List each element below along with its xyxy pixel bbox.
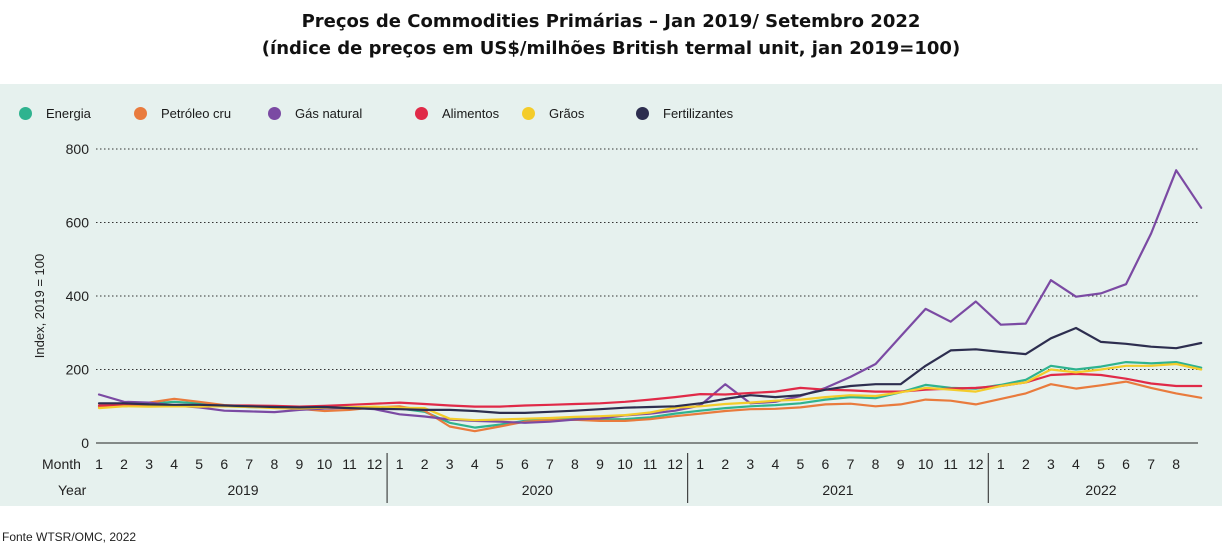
y-tick-label: 400	[66, 288, 90, 304]
month-tick-label: 3	[746, 456, 754, 472]
month-tick-label: 11	[943, 456, 958, 472]
y-tick-label: 600	[66, 215, 90, 231]
y-tick-label: 800	[66, 141, 90, 157]
month-tick-label: 4	[771, 456, 779, 472]
month-tick-label: 9	[296, 456, 304, 472]
year-label: 2021	[822, 482, 853, 498]
month-tick-label: 7	[1147, 456, 1155, 472]
month-tick-label: 5	[797, 456, 805, 472]
month-tick-label: 7	[546, 456, 554, 472]
month-tick-label: 4	[1072, 456, 1080, 472]
month-tick-label: 6	[1122, 456, 1130, 472]
series-line-energia	[97, 361, 1203, 429]
month-tick-label: 1	[95, 456, 103, 472]
month-tick-label: 1	[396, 456, 404, 472]
month-tick-label: 5	[1097, 456, 1105, 472]
legend-label: Gás natural	[295, 106, 363, 121]
month-tick-label: 7	[245, 456, 253, 472]
month-tick-label: 12	[667, 456, 683, 472]
legend-swatch	[268, 107, 281, 120]
legend-item: Alimentos	[415, 106, 499, 121]
legend-item: Energia	[19, 106, 91, 121]
month-tick-label: 5	[496, 456, 504, 472]
month-tick-label: 8	[872, 456, 880, 472]
legend-label: Grãos	[549, 106, 585, 121]
month-tick-label: 8	[270, 456, 278, 472]
month-tick-label: 2	[120, 456, 128, 472]
legend-label: Petróleo cru	[161, 106, 232, 121]
month-tick-label: 9	[596, 456, 604, 472]
month-tick-label: 2	[1022, 456, 1030, 472]
y-axis-label: Index, 2019 = 100	[32, 254, 47, 358]
month-tick-label: 6	[822, 456, 830, 472]
month-tick-label: 5	[195, 456, 203, 472]
legend-item: Grãos	[522, 106, 584, 121]
month-tick-label: 8	[1172, 456, 1180, 472]
chart-title: Preços de Commodities Primárias – Jan 20…	[0, 8, 1222, 62]
month-tick-label: 8	[571, 456, 579, 472]
month-tick-label: 11	[342, 456, 357, 472]
legend-item: Gás natural	[268, 106, 362, 121]
month-tick-label: 4	[471, 456, 479, 472]
month-tick-label: 7	[847, 456, 855, 472]
chart-legend: Energia Petróleo cru Gás natural Alimentos G…	[0, 106, 1222, 126]
legend-swatch	[522, 107, 535, 120]
series-line-fertilizantes	[97, 326, 1203, 414]
month-tick-label: 2	[721, 456, 729, 472]
year-label: 2020	[522, 482, 553, 498]
chart-panel	[0, 84, 1222, 506]
month-tick-label: 3	[145, 456, 153, 472]
source-note: Fonte WTSR/OMC, 2022	[2, 530, 137, 544]
month-tick-label: 3	[446, 456, 454, 472]
year-label: 2019	[227, 482, 258, 498]
legend-swatch	[415, 107, 428, 120]
month-tick-label: 1	[696, 456, 704, 472]
month-tick-label: 10	[617, 456, 633, 472]
month-tick-label: 11	[643, 456, 658, 472]
legend-swatch	[636, 107, 649, 120]
month-tick-label: 3	[1047, 456, 1055, 472]
month-tick-label: 6	[521, 456, 529, 472]
legend-item: Fertilizantes	[636, 106, 733, 121]
legend-item: Petróleo cru	[134, 106, 231, 121]
y-tick-label: 0	[81, 435, 89, 451]
year-label: 2022	[1085, 482, 1116, 498]
month-tick-label: 4	[170, 456, 178, 472]
month-tick-label: 10	[918, 456, 934, 472]
month-tick-label: 10	[317, 456, 333, 472]
legend-swatch	[134, 107, 147, 120]
legend-label: Energia	[46, 106, 91, 121]
year-axis-label: Year	[58, 482, 87, 498]
month-tick-label: 12	[367, 456, 383, 472]
month-axis-label: Month	[42, 456, 81, 472]
month-tick-label: 6	[220, 456, 228, 472]
legend-label: Fertilizantes	[663, 106, 734, 121]
chart-title-line-2: (índice de preços em US$/milhões British…	[261, 38, 961, 59]
month-tick-label: 2	[421, 456, 429, 472]
legend-swatch	[19, 107, 32, 120]
month-tick-label: 12	[968, 456, 984, 472]
chart-title-line-1: Preços de Commodities Primárias – Jan 20…	[301, 11, 921, 32]
series-line-g-s-natural	[97, 169, 1203, 424]
month-tick-label: 9	[897, 456, 905, 472]
legend-label: Alimentos	[442, 106, 500, 121]
y-tick-label: 200	[66, 362, 90, 378]
month-tick-label: 1	[997, 456, 1005, 472]
